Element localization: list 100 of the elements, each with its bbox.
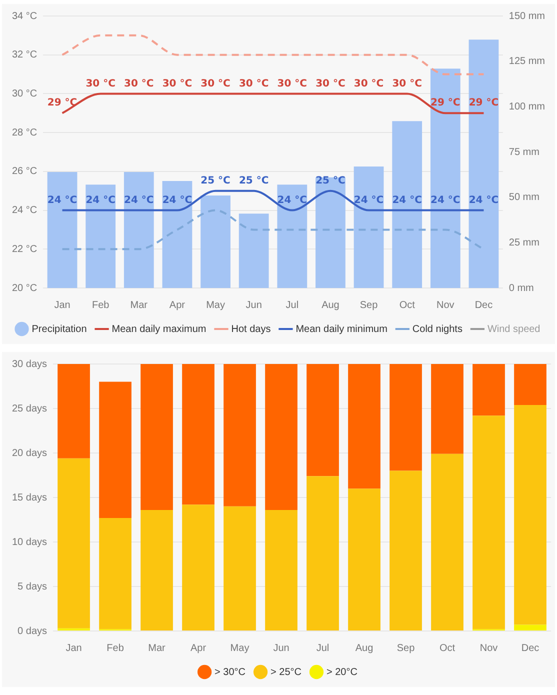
- data-label: 29 °C: [430, 98, 460, 109]
- x-tick-label: Nov: [436, 300, 454, 311]
- y2-tick-label: 100 mm: [508, 101, 545, 112]
- bar: [265, 364, 298, 510]
- x-tick-label: May: [230, 642, 250, 654]
- bar: [182, 364, 214, 505]
- data-label: 24 °C: [354, 194, 384, 206]
- bar: [182, 504, 214, 630]
- data-label: 30 °C: [124, 78, 154, 90]
- legend-label: Cold nights: [412, 324, 462, 335]
- bar: [468, 40, 499, 288]
- legend-label: > 20°C: [326, 666, 358, 678]
- x-tick-label: Oct: [439, 642, 456, 654]
- y2-tick-label: 150 mm: [508, 10, 545, 22]
- y-tick-label: 10 days: [12, 536, 48, 548]
- bar: [224, 364, 256, 506]
- x-tick-label: Mar: [148, 642, 166, 654]
- x-tick-label: Jan: [66, 642, 82, 654]
- x-tick-label: May: [206, 300, 225, 311]
- y-tick-label: 22 °C: [12, 244, 38, 255]
- x-tick-label: Jul: [286, 300, 299, 311]
- y2-tick-label: 125 mm: [508, 56, 545, 68]
- x-tick-label: Jun: [246, 300, 262, 311]
- bar: [58, 364, 90, 458]
- x-tick-label: Nov: [480, 642, 498, 654]
- bar: [238, 214, 269, 288]
- y2-tick-label: 75 mm: [508, 146, 540, 158]
- y-tick-label: 30 days: [12, 358, 48, 370]
- bar: [224, 506, 256, 630]
- bar: [514, 624, 546, 630]
- y-tick-label: 24 °C: [12, 205, 38, 216]
- bar: [124, 172, 154, 288]
- bar: [348, 364, 380, 489]
- x-tick-label: Aug: [322, 300, 340, 311]
- data-label: 30 °C: [277, 78, 308, 90]
- y-tick-label: 28 °C: [12, 127, 38, 138]
- data-label: 30 °C: [200, 78, 230, 90]
- bar: [472, 364, 505, 416]
- y2-tick-label: 50 mm: [508, 192, 540, 204]
- data-label: 24 °C: [47, 194, 78, 206]
- bar: [58, 458, 90, 628]
- x-tick-label: Mar: [130, 300, 148, 311]
- x-tick-label: Sep: [396, 642, 416, 654]
- y-tick-label: 15 days: [12, 492, 48, 504]
- bar: [390, 364, 422, 471]
- legend-label: Precipitation: [32, 324, 87, 335]
- y-tick-label: 5 days: [18, 581, 48, 592]
- legend-label: Mean daily minimum: [296, 324, 388, 335]
- bar: [390, 470, 422, 630]
- bar: [431, 454, 464, 630]
- x-tick-label: Jun: [273, 642, 290, 654]
- data-label: 30 °C: [392, 78, 422, 90]
- data-label: 25 °C: [200, 175, 230, 186]
- data-label: 25 °C: [238, 175, 269, 186]
- y-tick-label: 0 days: [18, 626, 48, 637]
- bar: [514, 404, 546, 625]
- data-label: 24 °C: [86, 194, 116, 206]
- x-tick-label: Apr: [190, 642, 207, 654]
- legend-label: Hot days: [231, 324, 271, 335]
- data-label: 30 °C: [162, 78, 192, 90]
- bar: [86, 184, 116, 288]
- data-label: 30 °C: [86, 78, 116, 90]
- y-tick-label: 20 days: [12, 448, 48, 459]
- y-tick-label: 26 °C: [12, 166, 38, 178]
- x-tick-label: Jul: [316, 642, 330, 654]
- x-tick-label: Aug: [355, 642, 374, 654]
- legend-label: > 30°C: [214, 666, 246, 678]
- bar: [348, 488, 380, 630]
- legend-label: Wind speed: [487, 324, 540, 335]
- bar: [277, 184, 308, 288]
- data-label: 24 °C: [468, 194, 499, 206]
- bar: [430, 68, 460, 288]
- bar: [354, 166, 384, 288]
- legend-label: Mean daily maximum: [112, 324, 206, 335]
- data-label: 30 °C: [316, 78, 346, 90]
- y-tick-label: 34 °C: [12, 10, 38, 22]
- x-tick-label: Jan: [54, 300, 70, 311]
- data-label: 24 °C: [277, 194, 308, 206]
- x-tick-label: Apr: [169, 300, 186, 311]
- bar: [514, 364, 546, 405]
- x-tick-label: Feb: [92, 300, 110, 311]
- bar: [140, 364, 173, 510]
- y2-tick-label: 25 mm: [508, 237, 540, 248]
- x-tick-label: Oct: [399, 300, 416, 311]
- bar: [140, 510, 173, 630]
- data-label: 24 °C: [392, 194, 422, 206]
- bar: [472, 416, 505, 630]
- bar: [99, 518, 132, 630]
- y-tick-label: 30 °C: [12, 88, 38, 100]
- bar: [162, 181, 192, 288]
- bar: [306, 364, 339, 476]
- x-tick-label: Dec: [521, 642, 540, 654]
- bar: [392, 121, 422, 288]
- y2-tick-label: 0 mm: [508, 282, 534, 294]
- data-label: 24 °C: [162, 194, 192, 206]
- data-label: 25 °C: [316, 175, 346, 186]
- bar: [316, 177, 346, 288]
- data-label: 24 °C: [430, 194, 460, 206]
- bar: [47, 172, 78, 288]
- data-label: 30 °C: [238, 78, 269, 90]
